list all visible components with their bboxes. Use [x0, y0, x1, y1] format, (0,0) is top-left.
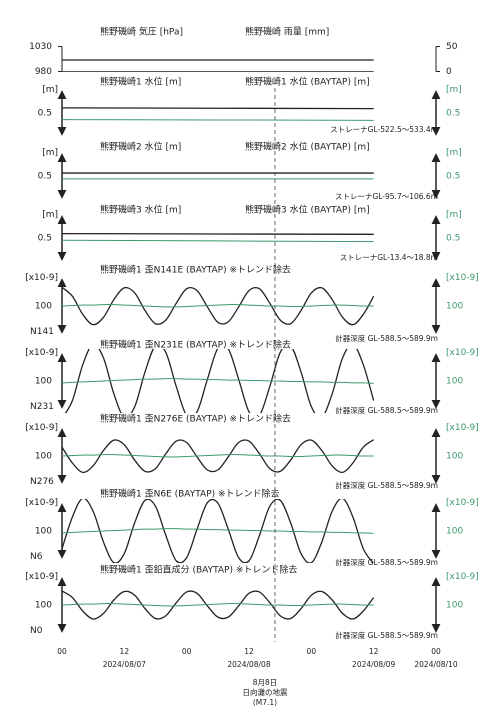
date-label: 2024/08/10	[414, 660, 457, 669]
scale-bar-right-label: 0.5	[446, 109, 460, 119]
depth-note: 計器深度 GL-588.5～589.9m	[335, 333, 438, 343]
y2-unit: [m]	[446, 148, 462, 158]
y2-unit: [m]	[446, 210, 462, 220]
panel-title-right: 熊野磯崎1 水位 (BAYTAP) [m]	[245, 76, 370, 88]
panel-title: 熊野磯崎1 歪N276E (BAYTAP) ※トレンド除去	[100, 413, 291, 425]
y-unit: [m]	[42, 148, 58, 158]
y2-tick-label: 0	[446, 67, 452, 77]
series-line	[62, 454, 374, 458]
y2-unit: [x10-9]	[446, 273, 479, 283]
panel-title: 熊野磯崎2 水位 [m]	[100, 141, 181, 153]
side-label: N231	[30, 402, 54, 412]
side-label: N6	[30, 552, 43, 562]
panel-title: 熊野磯崎 気圧 [hPa]	[100, 26, 183, 38]
panel-title-right: 熊野磯崎3 水位 (BAYTAP) [m]	[245, 204, 370, 216]
scale-bar-right-label: 100	[446, 527, 463, 537]
series-line	[62, 528, 374, 534]
scale-bar-label: 0.5	[38, 109, 52, 119]
event-label: (M7.1)	[253, 698, 277, 707]
y-unit: [m]	[42, 210, 58, 220]
scale-bar-label: 100	[35, 377, 52, 387]
depth-note: ストレーナGL-13.4～18.8m	[340, 253, 438, 262]
scale-bar-label: 100	[35, 302, 52, 312]
x-tick-label: 00	[307, 647, 317, 656]
scale-bar-right-label: 100	[446, 601, 463, 611]
y2-unit: [x10-9]	[446, 572, 479, 582]
y2-unit: [m]	[446, 85, 462, 95]
y-unit: [x10-9]	[25, 498, 58, 508]
series-line	[62, 119, 374, 121]
y2-tick-label: 50	[446, 42, 458, 52]
panel-title: 熊野磯崎1 歪鉛直成分 (BAYTAP) ※トレンド除去	[100, 564, 297, 576]
series-line	[62, 239, 374, 243]
y2-unit: [x10-9]	[446, 348, 479, 358]
scale-bar-label: 0.5	[38, 234, 52, 244]
panel-title: 熊野磯崎1 歪N6E (BAYTAP) ※トレンド除去	[100, 488, 280, 500]
scale-bar-right-label: 100	[446, 452, 463, 462]
date-label: 2024/08/07	[103, 660, 146, 669]
y-unit: [x10-9]	[25, 273, 58, 283]
y-unit: [x10-9]	[25, 572, 58, 582]
y2-unit: [x10-9]	[446, 423, 479, 433]
y-tick-label: 980	[35, 67, 52, 77]
scale-bar-label: 0.5	[38, 172, 52, 182]
series-line	[62, 107, 374, 110]
scale-bar-right-label: 100	[446, 302, 463, 312]
series-line	[62, 378, 374, 384]
series-line	[62, 603, 374, 607]
series-line	[62, 439, 375, 473]
depth-note: 計器深度 GL-588.5～589.9m	[335, 405, 438, 415]
x-tick-label: 00	[57, 647, 67, 656]
depth-note: ストレーナGL-522.5～533.4m	[330, 125, 438, 134]
panel-title-right: 熊野磯崎 雨量 [mm]	[245, 26, 329, 38]
x-tick-label: 12	[120, 647, 130, 656]
panel-title: 熊野磯崎1 水位 [m]	[100, 76, 181, 88]
depth-note: 計器深度 GL-588.5～589.9m	[335, 557, 438, 567]
series-line	[62, 286, 375, 326]
side-label: N276	[30, 477, 54, 487]
scale-bar-label: 100	[35, 452, 52, 462]
x-tick-label: 00	[431, 647, 441, 656]
scale-bar-right-label: 0.5	[446, 172, 460, 182]
depth-note: 計器深度 GL-588.5～589.9m	[335, 480, 438, 490]
series-line	[64, 349, 375, 413]
x-tick-label: 12	[369, 647, 379, 656]
series-line	[62, 499, 374, 563]
scale-bar-right-label: 100	[446, 377, 463, 387]
side-label: N0	[30, 626, 43, 636]
date-label: 2024/08/08	[227, 660, 270, 669]
panel-title-right: 熊野磯崎2 水位 (BAYTAP) [m]	[245, 141, 370, 153]
side-label: N141	[30, 327, 54, 337]
series-line	[62, 304, 374, 308]
panel-title: 熊野磯崎3 水位 [m]	[100, 204, 181, 216]
depth-note: 計器深度 GL-588.5～589.9m	[335, 630, 438, 640]
event-label: 8月8日	[253, 678, 278, 687]
scale-bar-label: 100	[35, 527, 52, 537]
series-line	[62, 232, 374, 235]
y-tick-label: 1030	[29, 42, 52, 52]
depth-note: ストレーナGL-95.7～106.6m	[335, 192, 438, 201]
x-tick-label: 00	[182, 647, 192, 656]
panel-title: 熊野磯崎1 歪N141E (BAYTAP) ※トレンド除去	[100, 264, 291, 276]
panel-title: 熊野磯崎1 歪N231E (BAYTAP) ※トレンド除去	[100, 339, 291, 351]
scale-bar-right-label: 0.5	[446, 234, 460, 244]
y2-unit: [x10-9]	[446, 498, 479, 508]
y-unit: [m]	[42, 85, 58, 95]
x-tick-label: 12	[244, 647, 254, 656]
y-unit: [x10-9]	[25, 423, 58, 433]
y-unit: [x10-9]	[25, 348, 58, 358]
date-label: 2024/08/09	[352, 660, 395, 669]
event-label: 日向灘の地震	[242, 687, 287, 697]
series-line	[62, 590, 375, 620]
scale-bar-label: 100	[35, 601, 52, 611]
